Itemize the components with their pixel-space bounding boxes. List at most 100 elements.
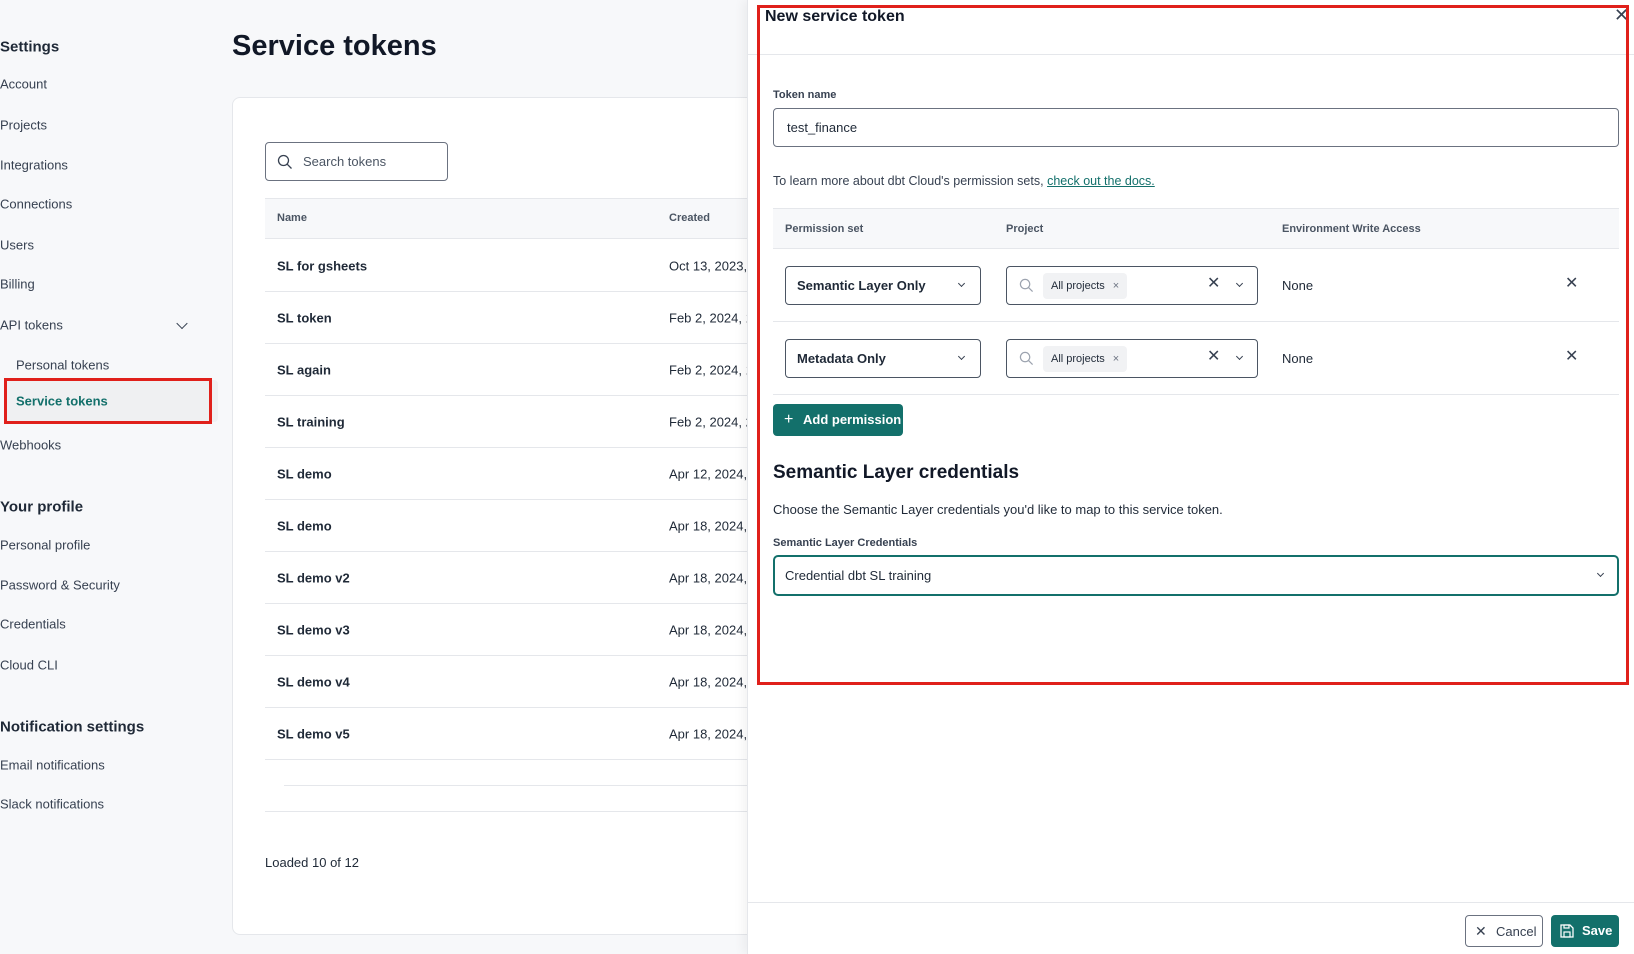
permission-set-value: Semantic Layer Only <box>797 278 926 293</box>
page-title: Service tokens <box>232 30 437 62</box>
cancel-label: Cancel <box>1496 924 1537 939</box>
table-row[interactable]: SL token Feb 2, 2024, 1 <box>265 292 755 344</box>
search-icon <box>1019 278 1034 293</box>
sl-credentials-description: Choose the Semantic Layer credentials yo… <box>773 502 1223 517</box>
plus-icon: + <box>784 411 794 428</box>
token-name: SL demo v2 <box>277 570 350 585</box>
settings-heading: Settings <box>0 38 60 56</box>
sidebar-item-label: Service tokens <box>16 393 108 409</box>
save-label: Save <box>1582 923 1613 938</box>
sidebar-item-personal-tokens[interactable]: Personal tokens <box>16 357 110 373</box>
footer-divider <box>748 902 1634 903</box>
token-created: Apr 18, 2024, <box>669 674 748 689</box>
chevron-down-icon[interactable] <box>1235 279 1244 288</box>
save-icon <box>1560 924 1574 938</box>
loaded-count: Loaded 10 of 12 <box>265 855 359 870</box>
token-name-value: test_finance <box>787 120 858 135</box>
token-created: Apr 12, 2024, <box>669 466 748 481</box>
table-row[interactable]: SL again Feb 2, 2024, 1 <box>265 344 755 396</box>
column-header-project: Project <box>1006 223 1044 235</box>
sl-credentials-heading: Semantic Layer credentials <box>773 462 1020 483</box>
divider <box>265 811 755 812</box>
clear-icon[interactable]: ✕ <box>1207 348 1221 365</box>
token-name: SL again <box>277 362 331 377</box>
sidebar-item-connections[interactable]: Connections <box>0 196 73 212</box>
permission-set-select[interactable]: Semantic Layer Only <box>785 266 981 305</box>
divider <box>748 54 1634 55</box>
env-write-access-value: None <box>1282 278 1314 293</box>
cancel-button[interactable]: ✕ Cancel <box>1465 915 1543 947</box>
divider <box>284 785 754 786</box>
permissions-header: Permission set Project Environment Write… <box>773 208 1619 249</box>
project-chip-label: All projects <box>1051 280 1105 292</box>
permission-set-select[interactable]: Metadata Only <box>785 339 981 378</box>
table-row[interactable]: SL for gsheets Oct 13, 2023, <box>265 240 755 292</box>
search-icon <box>277 154 292 169</box>
highlight-box <box>4 378 212 424</box>
column-header-name[interactable]: Name <box>277 212 307 224</box>
token-created: Feb 2, 2024, 1 <box>669 310 753 325</box>
sidebar-item-label: API tokens <box>0 317 63 333</box>
table-row[interactable]: SL demo Apr 12, 2024, <box>265 448 755 500</box>
search-placeholder: Search tokens <box>303 154 387 169</box>
table-row[interactable]: SL demo v4 Apr 18, 2024, <box>265 656 755 708</box>
sidebar-item-account[interactable]: Account <box>0 76 47 92</box>
token-created: Apr 18, 2024, <box>669 726 748 741</box>
column-header-created[interactable]: Created <box>669 212 710 224</box>
docs-text-body: To learn more about dbt Cloud's permissi… <box>773 174 1048 188</box>
sidebar-item-slack-notifications[interactable]: Slack notifications <box>0 796 105 812</box>
remove-permission-icon[interactable]: ✕ <box>1565 275 1579 292</box>
project-select[interactable]: All projects × ✕ <box>1006 266 1258 305</box>
sidebar-item-service-tokens[interactable]: Service tokens <box>6 380 218 422</box>
sidebar-item-webhooks[interactable]: Webhooks <box>0 437 62 453</box>
panel-title: New service token <box>765 8 905 25</box>
table-row[interactable]: SL training Feb 2, 2024, 2 <box>265 396 755 448</box>
table-row[interactable]: SL demo v5 Apr 18, 2024, <box>265 708 755 760</box>
sidebar-item-integrations[interactable]: Integrations <box>0 157 68 173</box>
token-name: SL demo <box>277 466 332 481</box>
close-icon[interactable]: ✕ <box>1614 5 1630 25</box>
new-service-token-panel: New service token ✕ Token name test_fina… <box>747 0 1634 954</box>
sidebar-item-personal-profile[interactable]: Personal profile <box>0 537 91 553</box>
docs-link[interactable]: check out the docs. <box>1047 174 1155 188</box>
token-name: SL for gsheets <box>277 258 368 273</box>
column-header-permission-set: Permission set <box>785 223 864 235</box>
sidebar-item-users[interactable]: Users <box>0 237 34 253</box>
remove-chip-icon[interactable]: × <box>1112 280 1120 292</box>
chevron-down-icon <box>1596 569 1605 578</box>
table-row[interactable]: SL demo Apr 18, 2024, <box>265 500 755 552</box>
search-input[interactable]: Search tokens <box>265 142 448 181</box>
token-created: Oct 13, 2023, <box>669 258 748 273</box>
sidebar-item-password-security[interactable]: Password & Security <box>0 577 120 593</box>
sl-credentials-label: Semantic Layer Credentials <box>773 537 918 549</box>
sidebar-item-cloud-cli[interactable]: Cloud CLI <box>0 657 58 673</box>
permission-row: Semantic Layer Only All projects × ✕ None… <box>773 249 1619 322</box>
remove-permission-icon[interactable]: ✕ <box>1565 348 1579 365</box>
sidebar-item-billing[interactable]: Billing <box>0 276 35 292</box>
table-header: Name Created <box>265 198 755 239</box>
sidebar-item-projects[interactable]: Projects <box>0 117 47 133</box>
token-name-input[interactable]: test_finance <box>773 108 1619 147</box>
sidebar-item-credentials[interactable]: Credentials <box>0 616 66 632</box>
token-name: SL demo <box>277 518 332 533</box>
token-name: SL token <box>277 310 332 325</box>
search-icon <box>1019 351 1034 366</box>
docs-text: To learn more about dbt Cloud's permissi… <box>773 174 1155 188</box>
chevron-down-icon <box>957 279 966 288</box>
save-button[interactable]: Save <box>1551 915 1619 947</box>
add-permission-button[interactable]: + Add permission <box>773 404 903 436</box>
table-row[interactable]: SL demo v3 Apr 18, 2024, <box>265 604 755 656</box>
chevron-down-icon[interactable] <box>1235 352 1244 361</box>
permission-row: Metadata Only All projects × ✕ None ✕ <box>773 322 1619 395</box>
chevron-down-icon <box>176 317 188 330</box>
table-row[interactable]: SL demo v2 Apr 18, 2024, <box>265 552 755 604</box>
sidebar-item-email-notifications[interactable]: Email notifications <box>0 757 105 773</box>
project-select[interactable]: All projects × ✕ <box>1006 339 1258 378</box>
sidebar-item-api-tokens[interactable]: API tokens <box>0 318 192 333</box>
remove-chip-icon[interactable]: × <box>1112 353 1120 365</box>
notification-heading: Notification settings <box>0 718 145 736</box>
sl-credentials-select[interactable]: Credential dbt SL training <box>773 555 1619 596</box>
clear-icon[interactable]: ✕ <box>1207 275 1221 292</box>
token-name: SL demo v3 <box>277 622 350 637</box>
token-created: Apr 18, 2024, <box>669 570 748 585</box>
